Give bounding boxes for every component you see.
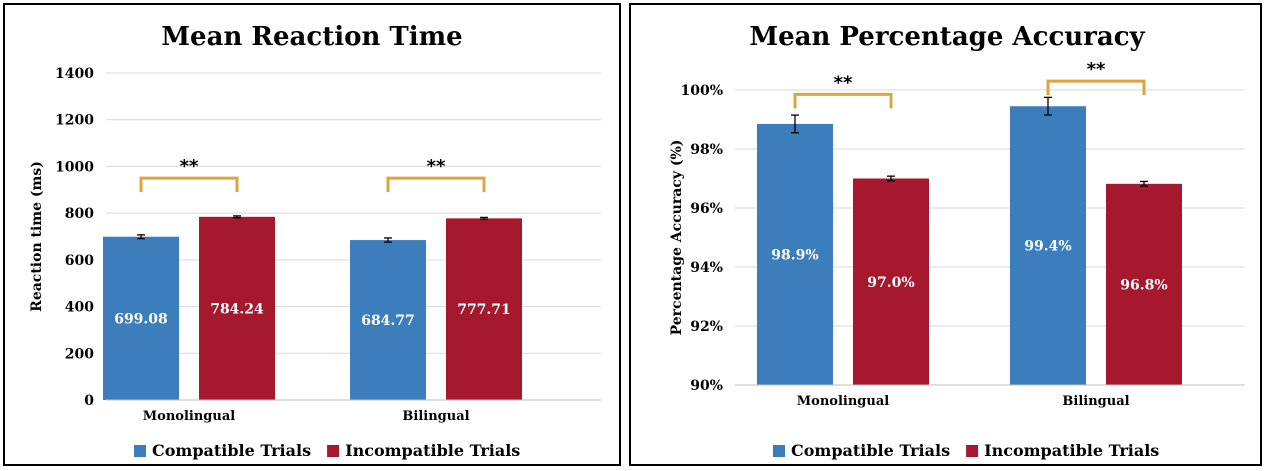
- data-label: 784.24: [210, 301, 264, 317]
- chart-title: Mean Percentage Accuracy: [749, 22, 1145, 52]
- legend-swatch: [134, 445, 146, 457]
- y-tick-label: 1400: [55, 66, 94, 82]
- bar: [199, 216, 275, 400]
- y-tick-label: 200: [65, 346, 94, 362]
- legend-label: Incompatible Trials: [345, 441, 520, 460]
- y-tick-label: 96%: [690, 201, 723, 217]
- y-tick-label: 92%: [690, 319, 723, 335]
- bar: [757, 123, 833, 386]
- y-tick-label: 90%: [690, 378, 723, 394]
- y-axis-label: Percentage Accuracy (%): [669, 140, 685, 336]
- significance-bracket: [1046, 79, 1146, 96]
- reaction-time-chart: Mean Reaction Time 0 200 400 600 800 1000 1200 1…: [29, 22, 601, 460]
- x-category-label: Bilingual: [1062, 394, 1129, 409]
- chart-title: Mean Reaction Time: [161, 22, 462, 52]
- significance-bracket: [139, 176, 239, 193]
- legend-label: Compatible Trials: [152, 441, 311, 460]
- data-label: 777.71: [457, 302, 511, 318]
- bar: [853, 178, 929, 385]
- data-label: 96.8%: [1120, 277, 1167, 293]
- bar: [350, 240, 426, 400]
- y-tick-label: 98%: [690, 142, 723, 158]
- data-label: 97.0%: [867, 275, 914, 291]
- significance-marker: **: [1087, 59, 1106, 80]
- legend-swatch: [966, 445, 979, 457]
- bar: [1106, 183, 1182, 385]
- legend-label: Compatible Trials: [791, 441, 950, 460]
- y-tick-label: 1200: [55, 113, 94, 129]
- bar: [103, 236, 179, 400]
- y-tick-label: 400: [65, 300, 94, 316]
- reaction-time-panel: Mean Reaction Time 0 200 400 600 800 1000 1200 1…: [3, 3, 621, 466]
- significance-bracket: [386, 176, 486, 193]
- significance-marker: **: [834, 72, 853, 93]
- significance-bracket: [793, 92, 893, 109]
- legend-swatch: [327, 445, 340, 457]
- x-category-label: Monolingual: [797, 394, 889, 409]
- data-label: 699.08: [114, 311, 168, 327]
- y-tick-label: 0: [84, 393, 94, 409]
- y-tick-label: 800: [65, 206, 94, 222]
- bar: [446, 218, 522, 400]
- legend-swatch: [773, 445, 785, 457]
- data-label: 99.4%: [1024, 239, 1071, 255]
- y-tick-label: 600: [65, 253, 94, 269]
- y-tick-label: 100%: [680, 83, 723, 99]
- bar: [1010, 106, 1086, 385]
- x-category-label: Monolingual: [143, 409, 235, 424]
- significance-marker: **: [427, 156, 446, 177]
- y-axis-label: Reaction time (ms): [29, 161, 45, 312]
- data-label: 684.77: [361, 313, 415, 329]
- y-tick-label: 1000: [55, 159, 94, 175]
- x-category-label: Bilingual: [402, 409, 469, 424]
- data-label: 98.9%: [771, 247, 818, 263]
- y-tick-label: 94%: [690, 260, 723, 276]
- significance-marker: **: [180, 156, 199, 177]
- legend-label: Incompatible Trials: [984, 441, 1159, 460]
- accuracy-panel: Mean Percentage Accuracy 90% 92% 94% 96% 98% 1…: [629, 3, 1262, 466]
- accuracy-chart: Mean Percentage Accuracy 90% 92% 94% 96% 98% 1…: [669, 22, 1245, 460]
